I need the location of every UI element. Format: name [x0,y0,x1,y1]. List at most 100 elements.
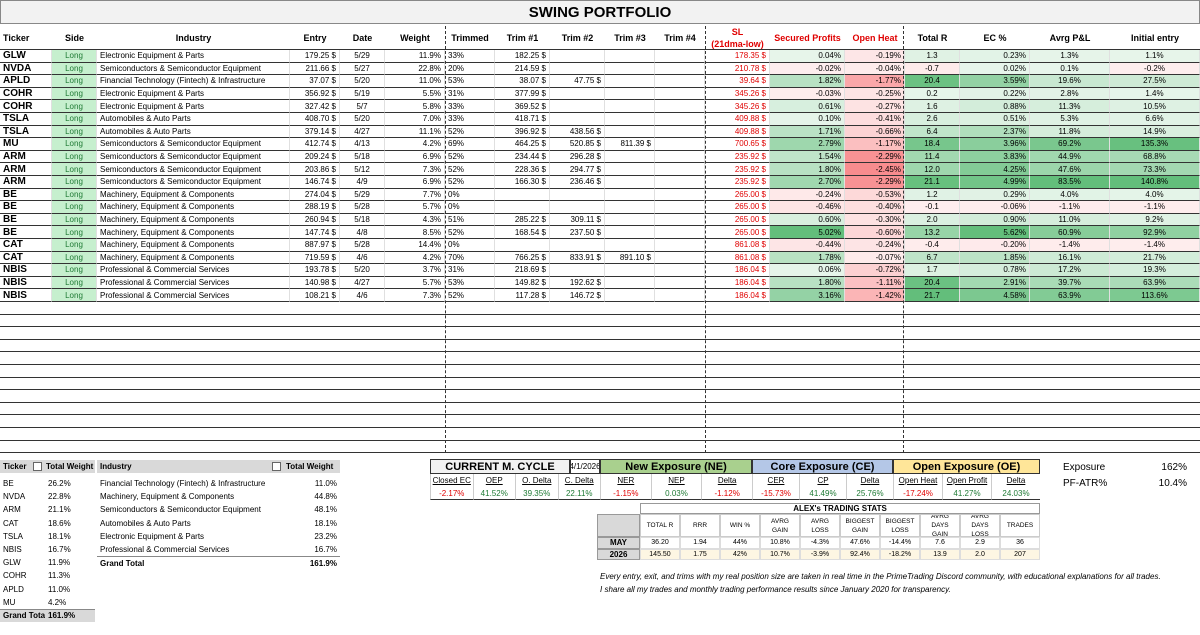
cell [605,276,655,290]
value-cell: 21.7% [1110,251,1200,265]
cell [605,113,655,126]
cell: Long [52,201,97,214]
cell: 5/27 [340,62,385,76]
cell: 811.39 $ [605,138,655,151]
ticker: CAT [3,518,19,528]
cell: 22.8% [385,62,445,76]
cell [605,264,655,277]
cell: 409.88 $ [705,113,770,126]
cell: Semiconductors & Semiconductor Equipment [97,163,290,176]
exposure-title: Open Exposure (OE) [893,459,1040,474]
cell: TSLA [0,113,52,126]
cell: 52% [445,163,495,176]
cell: Professional & Commercial Services [97,276,290,290]
cell [550,50,605,63]
cell: 39.64 $ [705,75,770,88]
value-cell: 3.59% [960,75,1030,88]
weight: 18.1% [314,518,337,528]
empty-row [0,365,1200,378]
value-cell: 6.7 [905,251,960,265]
value-cell: -0.25% [845,87,905,101]
value-cell: 1.3 [905,50,960,63]
industry: Semiconductors & Semiconductor Equipment [100,505,261,515]
cell: 20% [445,62,495,76]
cell: 294.77 $ [550,163,605,176]
empty-row [0,415,1200,428]
cell: 891.10 $ [605,251,655,265]
cell [605,75,655,88]
cell: 5/28 [340,239,385,252]
cell: 237.50 $ [550,226,605,239]
cell: 11.0% [385,75,445,88]
value-cell: 2.91% [960,276,1030,290]
cell: Machinery, Equipment & Components [97,201,290,214]
value-cell: 44.9% [1030,150,1110,164]
value-cell: -1.1% [1030,201,1110,214]
cell: BE [0,226,52,239]
stats-value: 10.8% [760,537,800,549]
cell [655,62,705,76]
pivot-header: Total Weight [286,462,334,471]
stats-value: 145.50 [640,548,680,560]
cell: 186.04 $ [705,289,770,302]
metric-value: 25.76% [846,487,893,500]
stats-header: TRADES [1000,514,1040,537]
cell: 52% [445,289,495,302]
cell: 379.14 $ [290,125,340,139]
value-cell: 5.3% [1030,113,1110,126]
industry: Machinery, Equipment & Components [100,492,235,502]
metric-value: 41.52% [472,487,515,500]
cell: Automobiles & Auto Parts [97,113,290,126]
metric-header: Delta [991,474,1040,487]
cell: 69% [445,138,495,151]
cell: 33% [445,113,495,126]
metric-header: OEP [472,474,516,487]
value-cell: 4.0% [1030,188,1110,202]
cell: 265.00 $ [705,226,770,239]
weight: 18.1% [48,531,71,541]
cell: 214.59 $ [495,62,550,76]
empty-row [0,428,1200,441]
value-cell: 60.9% [1030,226,1110,239]
pivot-header [0,460,95,473]
cell: 37.07 $ [290,75,340,88]
cell: Long [52,87,97,101]
weight: 11.9% [48,558,71,568]
cell: Semiconductors & Semiconductor Equipment [97,138,290,151]
cell: 265.00 $ [705,201,770,214]
value-cell: -0.24% [770,188,845,202]
stats-header: AVRG DAYS GAIN [920,514,960,537]
cell: 5/18 [340,213,385,227]
metric-header: NER [600,474,651,487]
cell: 288.19 $ [290,201,340,214]
cell: 5/20 [340,113,385,126]
cell: 4/9 [340,176,385,189]
cell: 5/20 [340,264,385,277]
cell: Long [52,239,97,252]
cell: 228.36 $ [495,163,550,176]
cell: 3.7% [385,264,445,277]
cell [550,100,605,113]
cell: Semiconductors & Semiconductor Equipment [97,150,290,164]
value-cell: 16.1% [1030,251,1110,265]
cell: 345.26 $ [705,100,770,113]
stats-title: ALEX's TRADING STATS [640,503,1040,514]
column-header: Entry [290,26,340,50]
separator [903,26,904,454]
cell: 209.24 $ [290,150,340,164]
cell [655,150,705,164]
cell [655,289,705,302]
cell [605,50,655,63]
cell: 345.26 $ [705,87,770,101]
empty-row [0,390,1200,403]
cell [655,138,705,151]
cell: COHR [0,100,52,113]
value-cell: 3.96% [960,138,1030,151]
cell: 5.7% [385,276,445,290]
value-cell: 9.2% [1110,213,1200,227]
value-cell: 2.8% [1030,87,1110,101]
grand-total: 161.9% [287,556,340,569]
value-cell: 6.4 [905,125,960,139]
cell [655,113,705,126]
empty-row [0,403,1200,416]
